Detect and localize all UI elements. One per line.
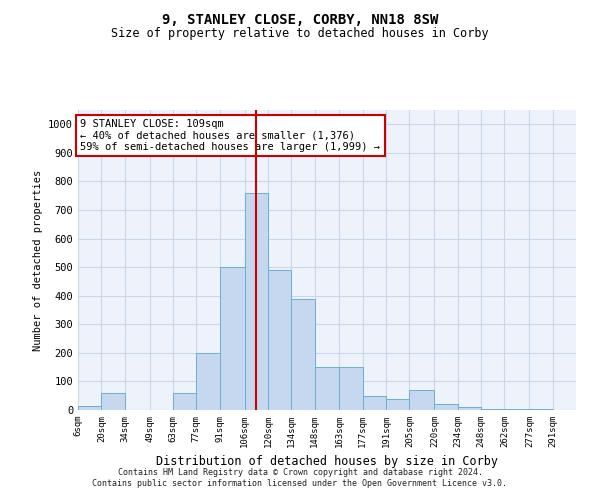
- Text: 9, STANLEY CLOSE, CORBY, NN18 8SW: 9, STANLEY CLOSE, CORBY, NN18 8SW: [162, 12, 438, 26]
- Text: Contains HM Land Registry data © Crown copyright and database right 2024.
Contai: Contains HM Land Registry data © Crown c…: [92, 468, 508, 487]
- Bar: [505, 408, 529, 410]
- Y-axis label: Number of detached properties: Number of detached properties: [32, 170, 43, 350]
- Bar: [220, 267, 245, 410]
- Bar: [101, 393, 125, 410]
- Bar: [363, 396, 386, 410]
- Bar: [481, 408, 505, 410]
- Text: Size of property relative to detached houses in Corby: Size of property relative to detached ho…: [111, 28, 489, 40]
- Bar: [78, 406, 101, 410]
- Bar: [268, 270, 291, 410]
- X-axis label: Distribution of detached houses by size in Corby: Distribution of detached houses by size …: [156, 456, 498, 468]
- Bar: [291, 298, 314, 410]
- Bar: [409, 390, 434, 410]
- Bar: [196, 353, 220, 410]
- Bar: [529, 408, 553, 410]
- Bar: [245, 193, 268, 410]
- Bar: [386, 398, 409, 410]
- Bar: [314, 367, 340, 410]
- Bar: [434, 404, 458, 410]
- Text: 9 STANLEY CLOSE: 109sqm
← 40% of detached houses are smaller (1,376)
59% of semi: 9 STANLEY CLOSE: 109sqm ← 40% of detache…: [80, 119, 380, 152]
- Bar: [173, 393, 196, 410]
- Bar: [340, 367, 363, 410]
- Bar: [458, 407, 481, 410]
